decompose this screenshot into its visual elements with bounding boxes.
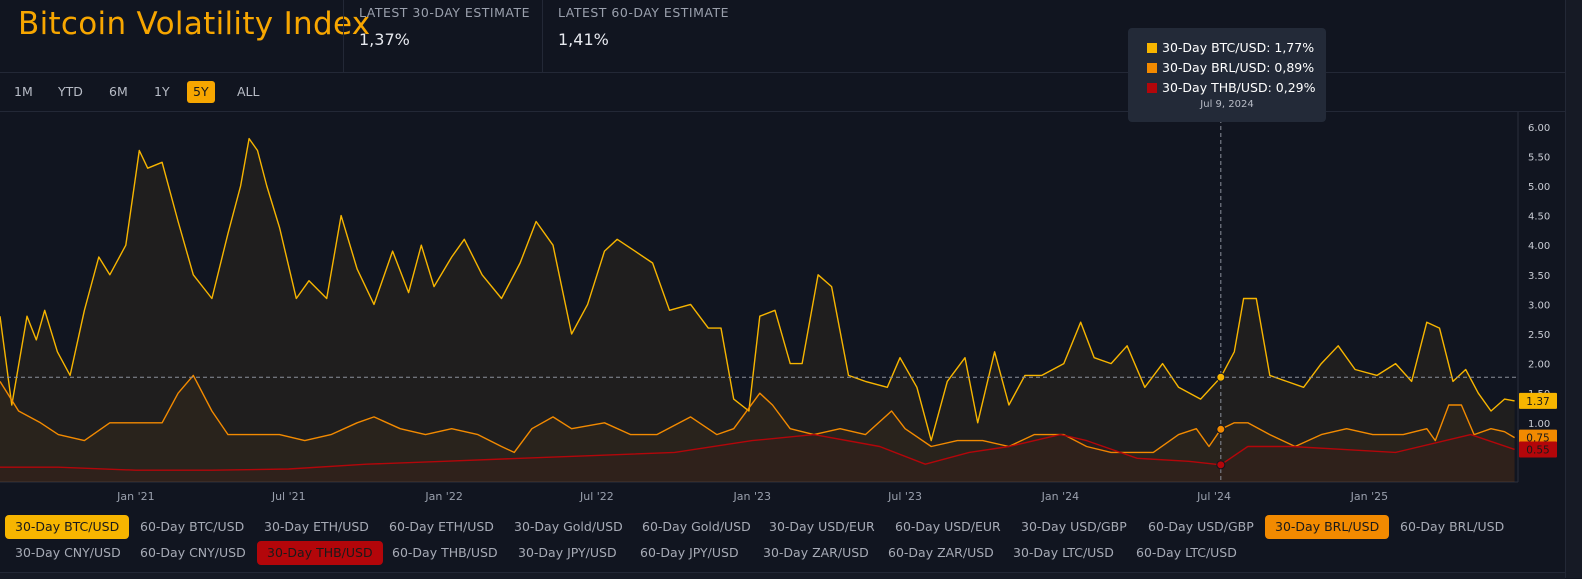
x-tick-label: Jul '24 [1196, 490, 1231, 503]
tooltip-swatch-btc [1147, 43, 1157, 53]
tooltip-text-btc: 30-Day BTC/USD: 1,77% [1162, 40, 1315, 55]
last-value-text: 0.55 [1526, 444, 1549, 456]
stat-30-day-value: 1,37% [359, 30, 410, 49]
legend-item-30-day-btc-usd[interactable]: 30-Day BTC/USD [5, 515, 130, 539]
tooltip-text-brl: 30-Day BRL/USD: 0,89% [1162, 60, 1315, 75]
series-line-30-day-brl-usd [0, 374, 1515, 454]
crosshair-point-30-day-thb-usd [1216, 460, 1226, 470]
legend-item-30-day-usd-eur[interactable]: 30-Day USD/EUR [769, 519, 875, 534]
y-tick-label: 1.00 [1528, 419, 1550, 430]
series-line-30-day-thb-usd [0, 433, 1515, 471]
y-tick-label: 4.00 [1528, 241, 1550, 252]
stat-60-day-label: LATEST 60-DAY ESTIMATE [558, 5, 729, 20]
legend-item-60-day-cny-usd[interactable]: 60-Day CNY/USD [140, 545, 246, 560]
last-value-badge [1519, 441, 1557, 458]
header: Bitcoin Volatility Index LATEST 30-DAY E… [0, 0, 1582, 73]
range-button-5y[interactable]: 5Y [187, 81, 215, 103]
x-tick-label: Jan '22 [424, 490, 462, 503]
last-value-1-37: 1.37 [1519, 392, 1557, 409]
legend-item-60-day-brl-usd[interactable]: 60-Day BRL/USD [1400, 519, 1505, 534]
range-button-1y[interactable]: 1Y [154, 84, 170, 99]
page-scrollbar[interactable] [1565, 0, 1582, 578]
legend-item-30-day-jpy-usd[interactable]: 30-Day JPY/USD [518, 545, 617, 560]
legend-item-60-day-thb-usd[interactable]: 60-Day THB/USD [392, 545, 498, 560]
x-tick-label: Jan '24 [1041, 490, 1079, 503]
tooltip-row-thb: 30-Day THB/USD: 0,29% [1147, 80, 1316, 95]
legend-item-30-day-ltc-usd[interactable]: 30-Day LTC/USD [1013, 545, 1114, 560]
legend-item-60-day-gold-usd[interactable]: 60-Day Gold/USD [642, 519, 751, 534]
x-tick-label: Jul '21 [271, 490, 306, 503]
tooltip-row-brl: 30-Day BRL/USD: 0,89% [1147, 60, 1314, 75]
legend-item-30-day-cny-usd[interactable]: 30-Day CNY/USD [15, 545, 121, 560]
legend-item-60-day-usd-gbp[interactable]: 60-Day USD/GBP [1148, 519, 1254, 534]
x-tick-label: Jul '23 [887, 490, 922, 503]
tooltip-text-thb: 30-Day THB/USD: 0,29% [1162, 80, 1316, 95]
legend-item-60-day-usd-eur[interactable]: 60-Day USD/EUR [895, 519, 1001, 534]
x-tick-label: Jan '23 [733, 490, 771, 503]
range-button-1m[interactable]: 1M [14, 84, 33, 99]
y-tick-label: 2.50 [1528, 330, 1550, 341]
x-tick-label: Jan '21 [116, 490, 154, 503]
legend-item-60-day-btc-usd[interactable]: 60-Day BTC/USD [140, 519, 245, 534]
legend-item-30-day-thb-usd[interactable]: 30-Day THB/USD [257, 541, 383, 565]
series-legend: 30-Day BTC/USD 60-Day BTC/USD 30-Day ETH/U… [0, 512, 1565, 572]
tooltip-date: Jul 9, 2024 [1200, 99, 1254, 110]
bottom-border [0, 572, 1565, 579]
x-tick-label: Jan '25 [1350, 490, 1388, 503]
legend-item-30-day-eth-usd[interactable]: 30-Day ETH/USD [264, 519, 369, 534]
legend-item-60-day-jpy-usd[interactable]: 60-Day JPY/USD [640, 545, 739, 560]
y-tick-label: 4.50 [1528, 212, 1550, 223]
stat-30-day-label: LATEST 30-DAY ESTIMATE [359, 5, 530, 20]
plot-area [0, 112, 1518, 482]
volatility-chart[interactable]: 1.001.502.002.503.003.504.004.505.005.50… [0, 112, 1565, 512]
last-value-text: 1.37 [1526, 396, 1549, 408]
legend-item-60-day-ltc-usd[interactable]: 60-Day LTC/USD [1136, 545, 1237, 560]
chart-tooltip: 30-Day BTC/USD: 1,77% 30-Day BRL/USD: 0,… [1128, 28, 1326, 122]
y-tick-label: 3.00 [1528, 300, 1550, 311]
y-tick-label: 6.00 [1528, 123, 1550, 134]
stat-30-day: LATEST 30-DAY ESTIMATE 1,37% [343, 0, 539, 72]
tooltip-swatch-thb [1147, 83, 1157, 93]
legend-item-30-day-usd-gbp[interactable]: 30-Day USD/GBP [1021, 519, 1127, 534]
legend-item-30-day-brl-usd[interactable]: 30-Day BRL/USD [1265, 515, 1390, 539]
x-tick-label: Jul '22 [579, 490, 614, 503]
legend-item-60-day-eth-usd[interactable]: 60-Day ETH/USD [389, 519, 494, 534]
tooltip-swatch-brl [1147, 63, 1157, 73]
crosshair-point-30-day-btc-usd [1216, 372, 1226, 382]
legend-item-60-day-zar-usd[interactable]: 60-Day ZAR/USD [888, 545, 994, 560]
stat-60-day: LATEST 60-DAY ESTIMATE 1,41% [542, 0, 758, 72]
series-line-30-day-btc-usd [0, 137, 1515, 442]
series-area-30-day-thb-usd [0, 434, 1515, 482]
range-button-ytd[interactable]: YTD [58, 84, 83, 99]
legend-item-30-day-gold-usd[interactable]: 30-Day Gold/USD [514, 519, 623, 534]
last-value-0-55: 0.55 [1519, 441, 1557, 458]
range-button-all[interactable]: ALL [237, 84, 260, 99]
series-area-30-day-btc-usd [0, 138, 1515, 482]
range-button-6m[interactable]: 6M [109, 84, 128, 99]
last-value-badge [1519, 392, 1557, 409]
y-tick-label: 5.50 [1528, 152, 1550, 163]
page-title: Bitcoin Volatility Index [18, 6, 371, 42]
stat-60-day-value: 1,41% [558, 30, 609, 49]
y-tick-label: 2.00 [1528, 360, 1550, 371]
range-selector: 1M YTD 6M 1Y 5Y ALL [0, 73, 1565, 112]
tooltip-row-btc: 30-Day BTC/USD: 1,77% [1147, 40, 1314, 55]
y-tick-label: 5.00 [1528, 182, 1550, 193]
crosshair-point-30-day-brl-usd [1216, 424, 1226, 434]
y-tick-label: 3.50 [1528, 271, 1550, 282]
series-area-30-day-brl-usd [0, 375, 1515, 482]
legend-item-30-day-zar-usd[interactable]: 30-Day ZAR/USD [763, 545, 869, 560]
